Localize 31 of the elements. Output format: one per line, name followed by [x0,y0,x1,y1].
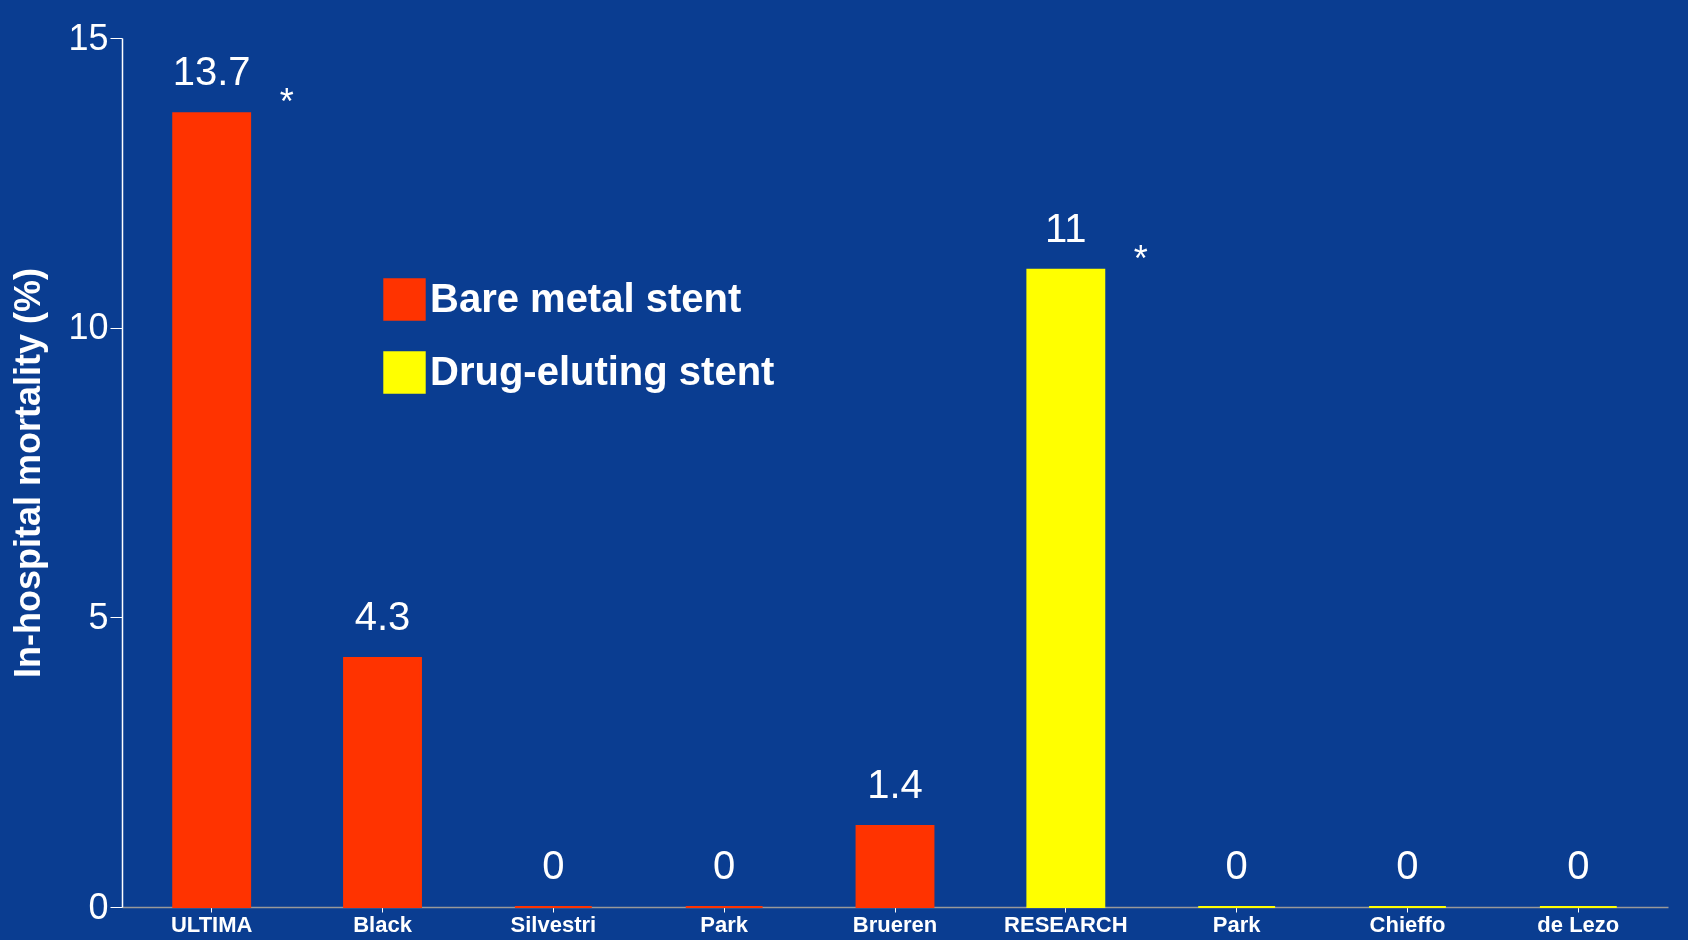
y-tick-label: 15 [68,16,109,58]
x-tick-label: Silvestri [510,911,597,937]
x-tick-label: de Lezo [1537,911,1620,937]
bar [343,656,422,908]
bar [855,824,935,908]
y-tick-label: 0 [88,885,109,927]
x-tick-label: Brueren [852,911,938,937]
data-label: 0 [713,843,736,887]
data-label: 11 [1045,205,1087,250]
data-label: 0 [1567,843,1590,887]
data-label: 13.7 [172,49,251,94]
y-tick-label: 5 [88,595,109,637]
bar [1026,268,1106,908]
data-label: 1.4 [867,761,923,806]
data-label: 0 [542,843,565,887]
annotation: * [279,81,294,123]
x-tick-label: Park [700,911,749,937]
y-tick-label: 10 [68,306,109,348]
data-label: 0 [1225,843,1248,887]
x-tick-label: Park [1212,911,1262,937]
legend-label: Drug-eluting stent [430,348,775,393]
data-label: 4.3 [354,593,411,638]
annotation: * [1133,237,1148,279]
data-label: 0 [1396,843,1419,887]
x-tick-label: Black [353,911,413,937]
legend-label: Bare metal stent [430,275,742,320]
bar [172,112,252,908]
x-tick-label: Chieffo [1369,911,1446,937]
x-tick-label: ULTIMA [170,911,253,937]
x-tick-label: RESEARCH [1004,911,1128,937]
y-axis-title: In-hospital mortality (%) [7,267,49,679]
